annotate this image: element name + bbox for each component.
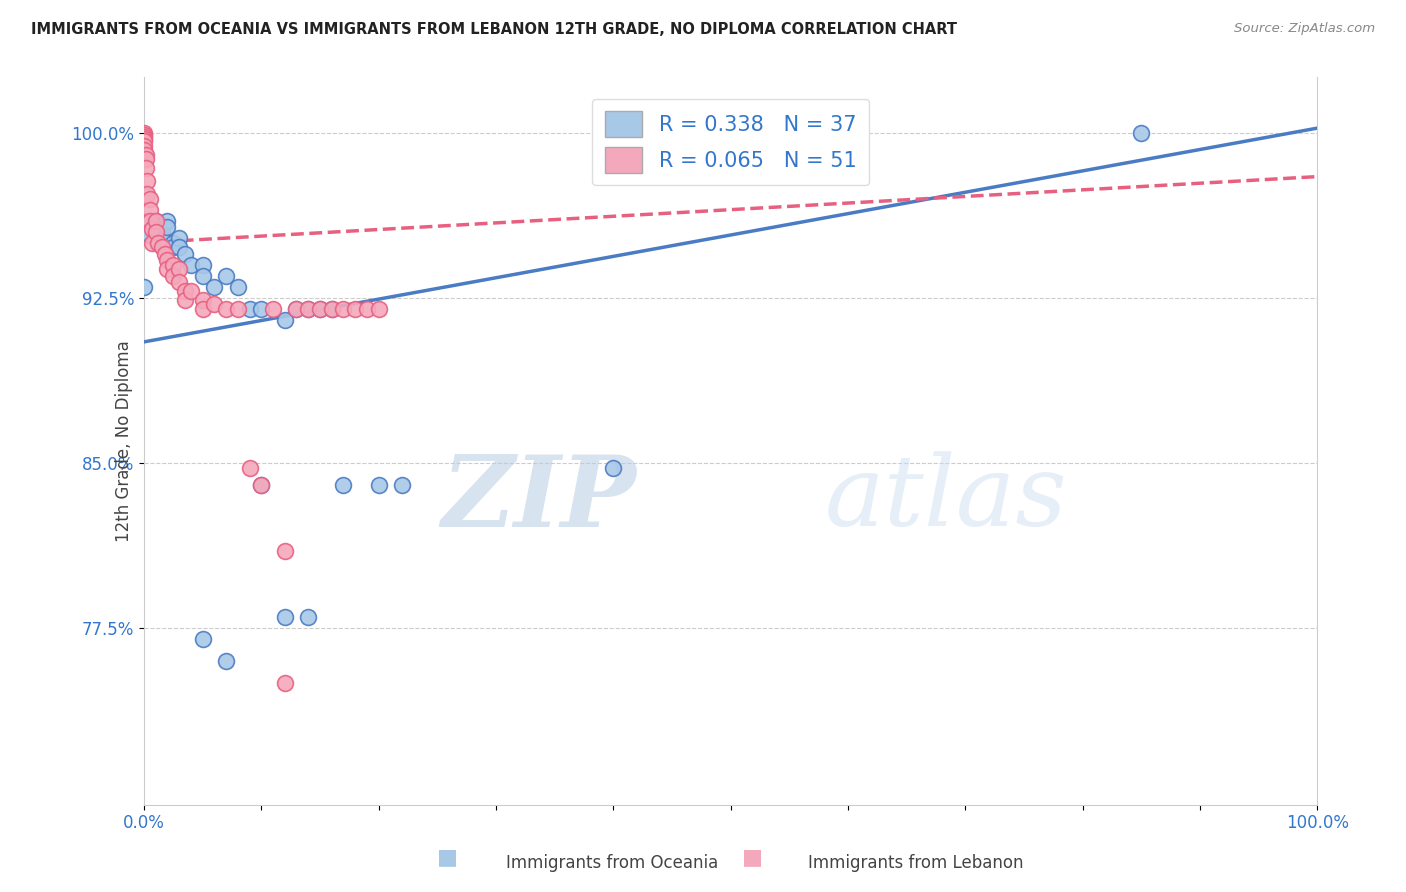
Point (321, 301, 343, 316)
Point (135, 147, 157, 161)
Point (132, 126, 155, 140)
Point (191, 632, 214, 647)
Text: Immigrants from Oceania: Immigrants from Oceania (506, 855, 718, 872)
Point (153, 246, 176, 260)
Point (141, 222, 163, 236)
Point (132, 225, 155, 239)
Point (250, 478, 273, 492)
Text: atlas: atlas (824, 451, 1067, 547)
Point (132, 132, 155, 146)
Point (602, 460, 624, 475)
Legend: R = 0.338   N = 37, R = 0.065   N = 51: R = 0.338 N = 37, R = 0.065 N = 51 (592, 99, 869, 185)
Text: IMMIGRANTS FROM OCEANIA VS IMMIGRANTS FROM LEBANON 12TH GRADE, NO DIPLOMA CORREL: IMMIGRANTS FROM OCEANIA VS IMMIGRANTS FR… (31, 22, 957, 37)
Point (367, 478, 389, 492)
Point (367, 301, 389, 316)
Point (167, 231, 190, 245)
Point (150, 240, 173, 254)
Point (285, 301, 308, 316)
Point (132, 134, 155, 148)
Point (191, 258, 214, 272)
Point (135, 152, 157, 166)
Point (356, 301, 378, 316)
Point (162, 268, 184, 283)
Point (162, 258, 184, 272)
Point (332, 478, 354, 492)
Text: Immigrants from Lebanon: Immigrants from Lebanon (808, 855, 1024, 872)
Point (285, 301, 308, 316)
Point (167, 276, 190, 290)
Point (150, 225, 173, 239)
Point (274, 313, 297, 327)
Point (180, 258, 202, 272)
Point (215, 301, 238, 316)
Point (174, 293, 197, 307)
Point (174, 246, 197, 260)
Text: ■: ■ (742, 847, 762, 867)
Point (226, 301, 249, 316)
Point (309, 301, 332, 316)
Point (135, 161, 157, 175)
Point (262, 301, 284, 316)
Point (297, 301, 319, 316)
Point (150, 231, 173, 245)
Point (191, 301, 214, 316)
Point (139, 192, 162, 206)
Point (132, 280, 155, 294)
Point (139, 202, 162, 217)
Point (238, 460, 260, 475)
Y-axis label: 12th Grade, No Diploma: 12th Grade, No Diploma (115, 340, 132, 542)
Point (238, 301, 260, 316)
Point (167, 262, 190, 277)
Point (162, 240, 184, 254)
Point (145, 225, 167, 239)
Point (250, 301, 273, 316)
Point (156, 253, 179, 268)
Text: ■: ■ (437, 847, 457, 867)
Point (139, 213, 162, 227)
Point (132, 128, 155, 142)
Point (321, 301, 343, 316)
Point (132, 130, 155, 145)
Point (202, 297, 225, 311)
Point (145, 225, 167, 239)
Point (136, 174, 159, 188)
Point (146, 235, 169, 250)
Point (132, 138, 155, 153)
Text: Source: ZipAtlas.com: Source: ZipAtlas.com (1234, 22, 1375, 36)
Point (167, 240, 190, 254)
Point (191, 268, 214, 283)
Point (156, 220, 179, 235)
Point (215, 268, 238, 283)
Point (145, 218, 167, 232)
Point (132, 143, 155, 157)
Point (132, 213, 155, 227)
Point (156, 213, 179, 227)
Point (309, 301, 332, 316)
Point (226, 280, 249, 294)
Point (391, 478, 413, 492)
Point (344, 301, 367, 316)
Point (162, 235, 184, 250)
Point (180, 284, 202, 298)
Text: ZIP: ZIP (441, 451, 637, 548)
Point (202, 280, 225, 294)
Point (274, 676, 297, 690)
Point (274, 610, 297, 624)
Point (145, 213, 167, 227)
Point (297, 301, 319, 316)
Point (145, 213, 167, 227)
Point (141, 235, 163, 250)
Point (174, 284, 197, 298)
Point (274, 544, 297, 558)
Point (136, 187, 159, 202)
Point (332, 301, 354, 316)
Point (250, 478, 273, 492)
Point (215, 655, 238, 669)
Point (156, 262, 179, 277)
Point (191, 293, 214, 307)
Point (1130, 126, 1153, 140)
Point (297, 610, 319, 624)
